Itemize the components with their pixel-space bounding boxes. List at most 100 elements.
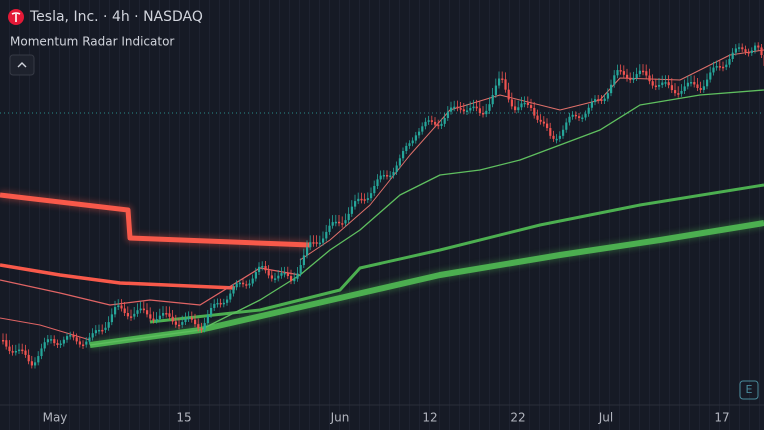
candle-body bbox=[350, 206, 353, 214]
candle-body bbox=[187, 317, 190, 320]
candle-body bbox=[331, 222, 334, 226]
candle-body bbox=[357, 198, 360, 202]
candle-body bbox=[382, 175, 385, 177]
candle-body bbox=[66, 336, 69, 340]
candle-body bbox=[344, 220, 347, 224]
candle-body bbox=[744, 49, 747, 52]
candle-body bbox=[507, 89, 510, 100]
candle-body bbox=[699, 87, 702, 90]
candle-body bbox=[69, 335, 72, 337]
candle-body bbox=[306, 247, 309, 256]
candle-body bbox=[565, 122, 568, 130]
candle-body bbox=[8, 346, 11, 352]
candle-body bbox=[370, 193, 373, 199]
candle-body bbox=[571, 114, 574, 117]
candle-body bbox=[18, 349, 21, 352]
candle-body bbox=[280, 273, 283, 276]
candle-body bbox=[706, 79, 709, 87]
candle-body bbox=[379, 175, 382, 180]
candle-body bbox=[181, 322, 184, 325]
candle-body bbox=[315, 242, 318, 244]
candle-body bbox=[446, 111, 449, 118]
logo-mark bbox=[11, 12, 21, 22]
candle-body bbox=[674, 90, 677, 94]
candle-body bbox=[402, 151, 405, 159]
candle-body bbox=[30, 361, 33, 366]
candle-body bbox=[251, 278, 254, 284]
candle-body bbox=[651, 81, 654, 86]
symbol-title: Tesla, Inc. · 4h · NASDAQ bbox=[29, 9, 203, 25]
candle-body bbox=[725, 64, 728, 68]
candle-body bbox=[747, 51, 750, 54]
candle-body bbox=[11, 351, 14, 353]
candle-body bbox=[587, 107, 590, 114]
candle-body bbox=[14, 350, 17, 353]
candle-body bbox=[126, 313, 129, 317]
candle-body bbox=[456, 106, 459, 109]
candle-body bbox=[424, 121, 427, 127]
candle-body bbox=[741, 47, 744, 50]
candle-body bbox=[274, 278, 277, 280]
candle-body bbox=[5, 340, 8, 347]
candle-body bbox=[680, 90, 683, 94]
candle-body bbox=[584, 113, 587, 118]
candle-body bbox=[107, 322, 110, 328]
candle-body bbox=[347, 213, 350, 221]
candle-body bbox=[472, 106, 475, 109]
candle-body bbox=[165, 313, 168, 315]
candle-body bbox=[210, 307, 213, 316]
candle-body bbox=[325, 231, 328, 239]
e-button[interactable] bbox=[739, 380, 759, 400]
candle-body bbox=[296, 273, 299, 279]
candle-body bbox=[254, 272, 257, 279]
candle-body bbox=[418, 131, 421, 136]
candle-body bbox=[168, 313, 171, 317]
candle-body bbox=[734, 48, 737, 53]
candle-body bbox=[661, 82, 664, 85]
candle-body bbox=[616, 70, 619, 76]
candle-body bbox=[536, 115, 539, 120]
candle-body bbox=[411, 140, 414, 144]
candle-body bbox=[194, 319, 197, 325]
x-axis-label: 12 bbox=[422, 411, 437, 425]
candle-body bbox=[462, 109, 465, 112]
x-axis-label: May bbox=[43, 411, 68, 425]
candle-body bbox=[366, 198, 369, 200]
candle-body bbox=[478, 108, 481, 113]
candle-body bbox=[299, 265, 302, 274]
candle-body bbox=[757, 45, 760, 48]
candle-body bbox=[184, 318, 187, 323]
candle-body bbox=[363, 199, 366, 201]
collapse-button[interactable] bbox=[9, 54, 35, 76]
candle-body bbox=[594, 99, 597, 103]
candle-body bbox=[162, 313, 165, 316]
candle-body bbox=[290, 276, 293, 282]
candle-body bbox=[539, 119, 542, 122]
candle-body bbox=[110, 314, 113, 323]
candle-body bbox=[302, 255, 305, 266]
candle-body bbox=[293, 278, 296, 282]
candle-body bbox=[603, 98, 606, 101]
candle-body bbox=[632, 78, 635, 80]
candle-body bbox=[309, 242, 312, 248]
candle-body bbox=[434, 121, 437, 125]
candle-body bbox=[267, 270, 270, 276]
candles bbox=[2, 42, 764, 369]
candle-body bbox=[754, 45, 757, 51]
candle-body bbox=[421, 126, 424, 132]
candle-body bbox=[389, 175, 392, 178]
candle-body bbox=[466, 110, 469, 112]
candle-body bbox=[94, 330, 97, 334]
indicator-lines bbox=[0, 49, 764, 350]
candle-body bbox=[59, 343, 62, 346]
candle-body bbox=[197, 324, 200, 329]
candle-body bbox=[568, 116, 571, 123]
candle-body bbox=[270, 275, 273, 279]
candle-body bbox=[677, 93, 680, 95]
candle-body bbox=[373, 185, 376, 194]
candle-body bbox=[459, 108, 462, 110]
candle-body bbox=[702, 86, 705, 90]
candle-body bbox=[520, 103, 523, 108]
candle-body bbox=[664, 82, 667, 84]
candle-body bbox=[238, 282, 241, 285]
